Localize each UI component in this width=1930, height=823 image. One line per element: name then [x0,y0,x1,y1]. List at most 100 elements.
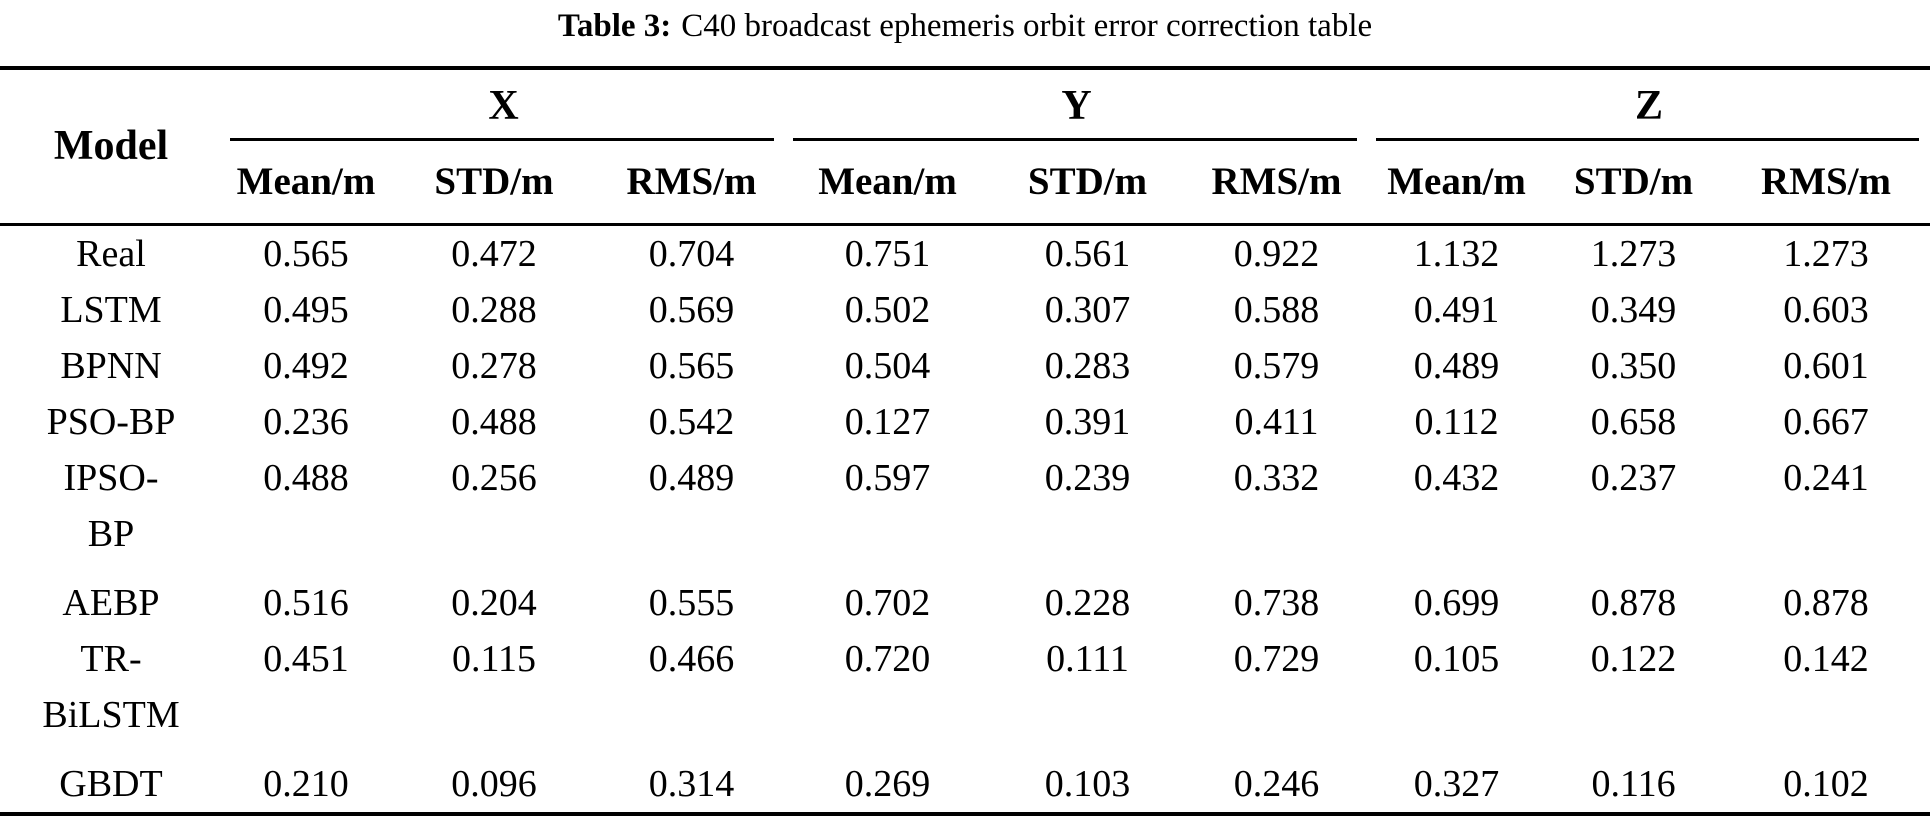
model-name: TR- [80,637,142,680]
table-row-lstm: LSTM 0.495 0.288 0.569 0.502 0.307 0.588… [0,282,1930,338]
value-cell: 0.256 [451,456,537,499]
value-cell: 0.495 [263,288,349,331]
value-cell: 0.472 [451,232,537,275]
value-cell: 0.489 [1413,344,1500,387]
model-cell: AEBP [0,575,222,631]
results-table: Model X Y Z Mean/m STD/m RMS/m Mean/m ST… [0,66,1930,816]
value-cell: 0.283 [1044,344,1131,387]
value-cell: 0.488 [263,456,349,499]
value-cell: 0.489 [648,456,735,499]
table-row-real: Real 0.565 0.472 0.704 0.751 0.561 0.922… [0,224,1930,282]
model-cell: PSO-BP [0,394,222,450]
group-header-row: Model X Y Z [0,68,1930,226]
column-header-y-std: STD/m [990,141,1186,226]
value-cell: 0.542 [648,400,735,443]
column-header-z-rms: RMS/m [1722,141,1930,226]
value-cell: 0.102 [1783,762,1869,805]
value-cell: 0.350 [1590,344,1677,387]
model-name: GBDT [59,762,163,805]
value-cell: 0.878 [1590,581,1677,624]
value-cell: 0.751 [844,232,931,275]
value-cell: 0.096 [451,762,537,805]
value-cell: 0.720 [844,637,931,680]
table-row-pso-bp: PSO-BP 0.236 0.488 0.542 0.127 0.391 0.4… [0,394,1930,450]
column-header-y-mean: Mean/m [785,141,991,226]
value-cell: 0.237 [1590,456,1677,499]
value-cell: 0.391 [1044,400,1131,443]
sub-header-row: Mean/m STD/m RMS/m Mean/m STD/m RMS/m Me… [0,141,1930,226]
table-row-tr-bilstm: TR- BiLSTM 0.451 0.115 0.466 0.720 0.111 … [0,631,1930,756]
model-cell: IPSO- BP [0,450,222,575]
value-cell: 0.699 [1413,581,1500,624]
value-cell: 0.729 [1233,637,1320,680]
value-cell: 0.411 [1234,400,1319,443]
value-cell: 0.922 [1233,232,1320,275]
value-cell: 0.269 [844,762,931,805]
value-cell: 0.878 [1783,581,1869,624]
value-cell: 1.273 [1783,232,1869,275]
column-header-model: Model [0,68,222,226]
table-caption-label: Table 3: [557,8,672,44]
table-row-gbdt: GBDT 0.210 0.096 0.314 0.269 0.103 0.246… [0,756,1930,814]
value-cell: 0.555 [648,581,735,624]
model-name: LSTM [60,288,162,331]
value-cell: 1.273 [1590,232,1677,275]
value-cell: 0.491 [1413,288,1500,331]
value-cell: 0.127 [844,400,931,443]
column-group-y: Y [785,68,1368,141]
model-name: PSO-BP [46,400,176,443]
column-header-z-mean: Mean/m [1368,141,1546,226]
value-cell: 0.738 [1233,581,1320,624]
value-cell: 0.204 [451,581,537,624]
value-cell: 0.492 [263,344,349,387]
model-name: AEBP [62,581,160,624]
value-cell: 0.569 [648,288,735,331]
model-cell: TR- BiLSTM [0,631,222,756]
value-cell: 0.597 [844,456,931,499]
column-group-x: X [222,68,785,141]
value-cell: 0.103 [1044,762,1131,805]
value-cell: 0.327 [1413,762,1500,805]
value-cell: 0.349 [1590,288,1677,331]
value-cell: 0.314 [648,762,735,805]
value-cell: 0.278 [451,344,537,387]
value-cell: 0.239 [1044,456,1131,499]
value-cell: 0.111 [1046,637,1129,680]
column-header-x-rms: RMS/m [598,141,786,226]
value-cell: 0.142 [1783,637,1869,680]
value-cell: 0.565 [263,232,349,275]
table-row-ipso-bp: IPSO- BP 0.488 0.256 0.489 0.597 0.239 0.… [0,450,1930,575]
value-cell: 0.561 [1044,232,1131,275]
value-cell: 0.488 [451,400,537,443]
value-cell: 0.236 [263,400,349,443]
value-cell: 0.466 [648,637,735,680]
value-cell: 0.241 [1783,456,1869,499]
model-cell: GBDT [0,756,222,814]
value-cell: 0.288 [451,288,537,331]
value-cell: 0.451 [263,637,349,680]
model-cell: Real [0,224,222,282]
value-cell: 0.332 [1233,456,1320,499]
model-cell: BPNN [0,338,222,394]
column-header-y-rms: RMS/m [1185,141,1369,226]
column-header-x-std: STD/m [390,141,598,226]
value-cell: 0.579 [1233,344,1320,387]
value-cell: 0.122 [1590,637,1677,680]
value-cell: 0.432 [1413,456,1500,499]
value-cell: 0.565 [648,344,735,387]
value-cell: 0.603 [1783,288,1869,331]
model-name: BPNN [60,344,162,387]
column-header-x-mean: Mean/m [222,141,390,226]
value-cell: 0.246 [1233,762,1320,805]
value-cell: 0.307 [1044,288,1131,331]
column-header-z-std: STD/m [1545,141,1723,226]
table-header: Model X Y Z Mean/m STD/m RMS/m Mean/m ST… [0,68,1930,226]
value-cell: 1.132 [1413,232,1500,275]
value-cell: 0.105 [1413,637,1500,680]
value-cell: 0.210 [263,762,349,805]
model-cell: LSTM [0,282,222,338]
table-caption: Table 3: C40 broadcast ephemeris orbit er… [0,0,1930,66]
value-cell: 0.112 [1414,400,1499,443]
model-name: IPSO- [63,456,159,499]
